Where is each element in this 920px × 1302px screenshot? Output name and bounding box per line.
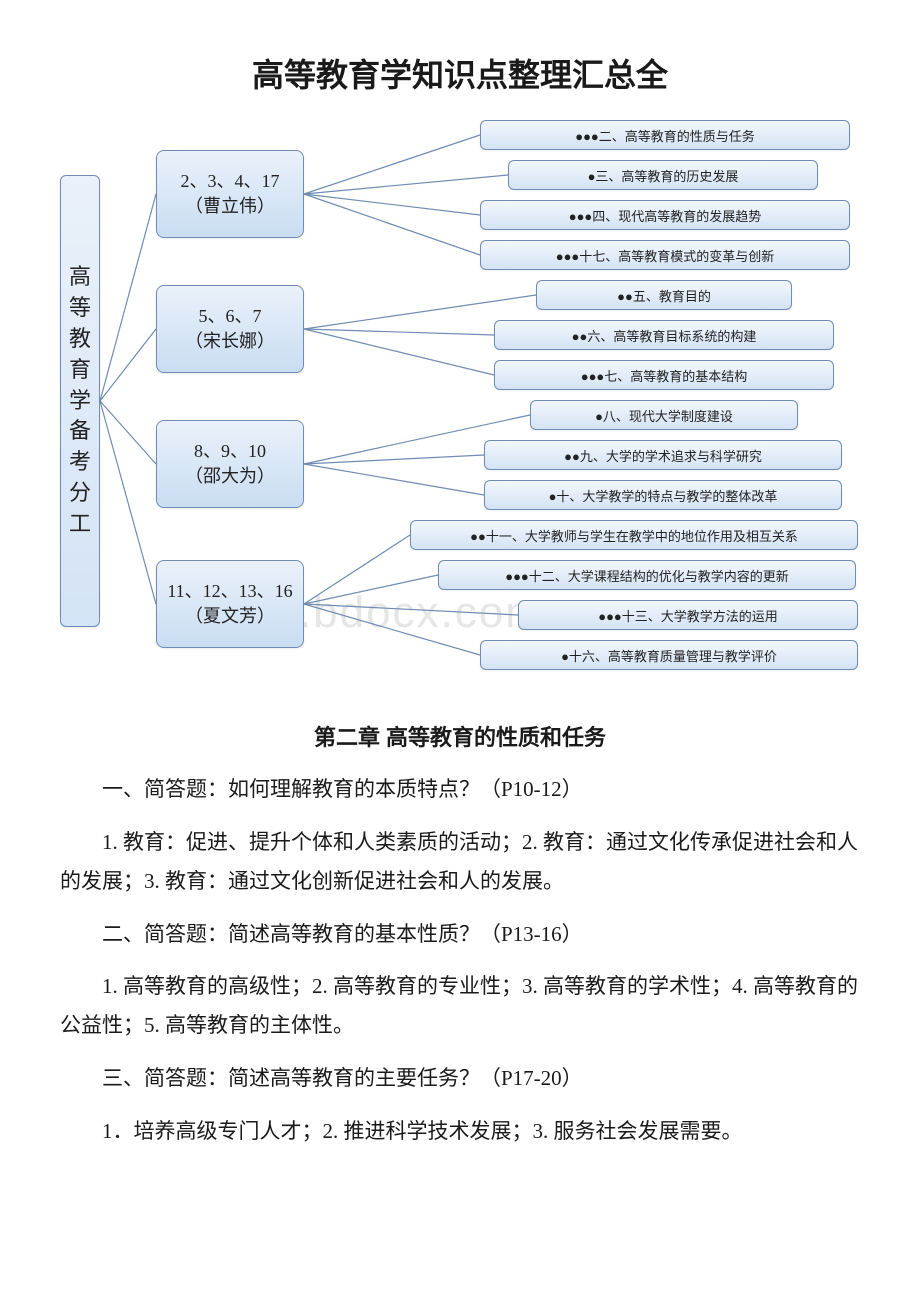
leaf-node: ●●●十七、高等教育模式的变革与创新 xyxy=(480,240,850,270)
leaf-node: ●十六、高等教育质量管理与教学评价 xyxy=(480,640,858,670)
mid-node-label: 2、3、4、17 xyxy=(181,169,280,194)
mid-node: 11、12、13、16（夏文芳） xyxy=(156,560,304,648)
leaf-node: ●●●二、高等教育的性质与任务 xyxy=(480,120,850,150)
leaf-node: ●●十一、大学教师与学生在教学中的地位作用及相互关系 xyxy=(410,520,858,550)
paragraph: 一、简答题：如何理解教育的本质特点？（P10-12） xyxy=(60,770,860,809)
paragraph: 1. 高等教育的高级性；2. 高等教育的专业性；3. 高等教育的学术性；4. 高… xyxy=(60,967,860,1045)
leaf-node: ●●九、大学的学术追求与科学研究 xyxy=(484,440,842,470)
mid-node-label: 8、9、10 xyxy=(194,439,266,464)
leaf-node: ●●五、教育目的 xyxy=(536,280,792,310)
mid-node-label: （宋长娜） xyxy=(185,329,275,354)
leaf-node: ●●●四、现代高等教育的发展趋势 xyxy=(480,200,850,230)
mid-node-label: （邵大为） xyxy=(185,464,275,489)
paragraph: 三、简答题：简述高等教育的主要任务？（P17-20） xyxy=(60,1059,860,1098)
mid-node-label: 11、12、13、16 xyxy=(167,579,292,604)
paragraph: 1．培养高级专门人才；2. 推进科学技术发展；3. 服务社会发展需要。 xyxy=(60,1112,860,1151)
body-text: 一、简答题：如何理解教育的本质特点？（P10-12） 1. 教育：促进、提升个体和… xyxy=(60,770,860,1151)
paragraph: 二、简答题：简述高等教育的基本性质？（P13-16） xyxy=(60,915,860,954)
leaf-node: ●●●十三、大学教学方法的运用 xyxy=(518,600,858,630)
leaf-node: ●八、现代大学制度建设 xyxy=(530,400,798,430)
mid-node-label: （曹立伟） xyxy=(185,194,275,219)
mid-node-label: 5、6、7 xyxy=(199,304,262,329)
root-node: 高等教育学备考分工 xyxy=(60,175,100,627)
page-title: 高等教育学知识点整理汇总全 xyxy=(60,50,860,96)
section-heading: 第二章 高等教育的性质和任务 xyxy=(60,720,860,752)
mid-node-label: （夏文芳） xyxy=(185,604,275,629)
mid-node: 8、9、10（邵大为） xyxy=(156,420,304,508)
leaf-node: ●十、大学教学的特点与教学的整体改革 xyxy=(484,480,842,510)
leaf-node: ●●六、高等教育目标系统的构建 xyxy=(494,320,834,350)
paragraph: 1. 教育：促进、提升个体和人类素质的活动；2. 教育：通过文化传承促进社会和人… xyxy=(60,823,860,901)
mid-node: 2、3、4、17（曹立伟） xyxy=(156,150,304,238)
leaf-node: ●三、高等教育的历史发展 xyxy=(508,160,818,190)
diagram-container: www.bdocx.com 高等教育学备考分工 2、3、4、17（曹立伟）●●●… xyxy=(60,120,860,700)
leaf-node: ●●●十二、大学课程结构的优化与教学内容的更新 xyxy=(438,560,856,590)
leaf-node: ●●●七、高等教育的基本结构 xyxy=(494,360,834,390)
mid-node: 5、6、7（宋长娜） xyxy=(156,285,304,373)
